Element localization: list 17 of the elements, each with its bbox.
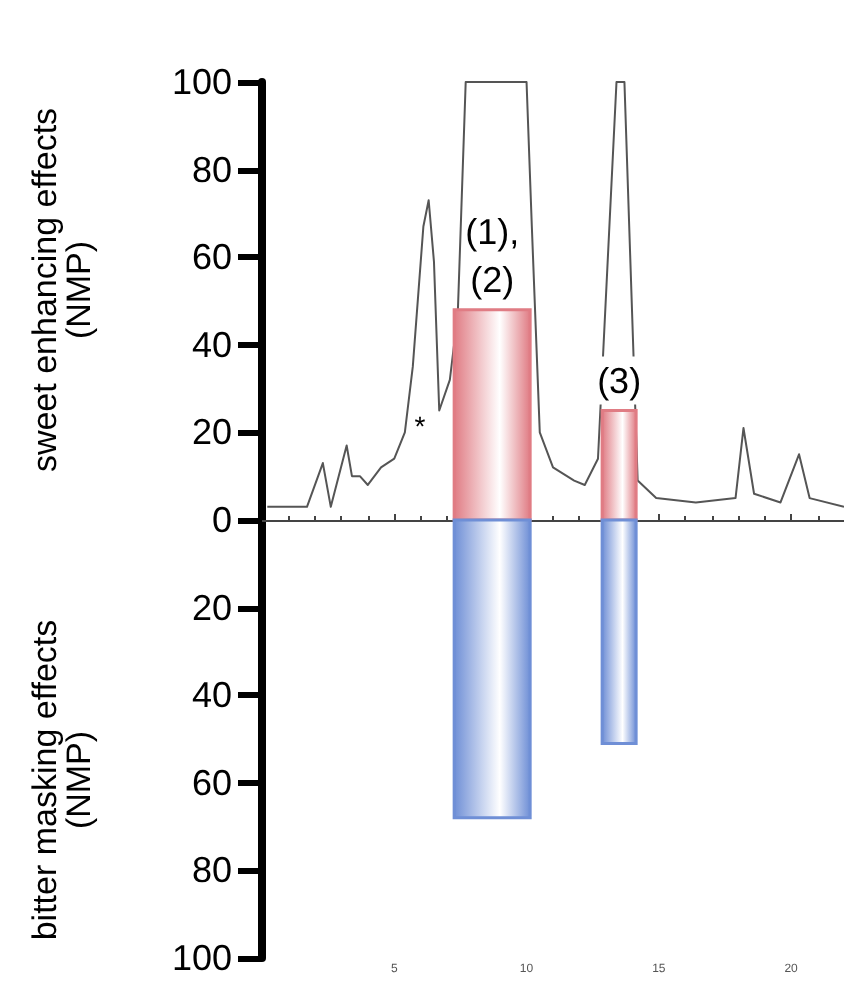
y-tick-label: 100 [171,62,232,102]
y-axis-title: sweet enhancing effects (NMP) [26,107,98,473]
line-series [266,81,844,508]
y-tick-label: 60 [191,237,232,278]
text: bitter masking effects (NMP) [26,619,98,941]
annotation: (3) [597,360,642,401]
y-tick-label: 80 [191,149,232,190]
annotation: * [414,410,427,442]
y-tick-label: 40 [191,324,232,365]
y-tick-label: 60 [191,762,232,803]
y-tick-label: 20 [191,412,232,453]
y-tick-label: 20 [191,587,232,628]
y-tick-label: 40 [191,675,232,716]
y-tick-label: 0 [211,500,232,540]
y-tick-label: 80 [191,850,232,891]
annotation: (1), (2) [465,211,520,300]
y-tick-label: 100 [171,938,232,978]
